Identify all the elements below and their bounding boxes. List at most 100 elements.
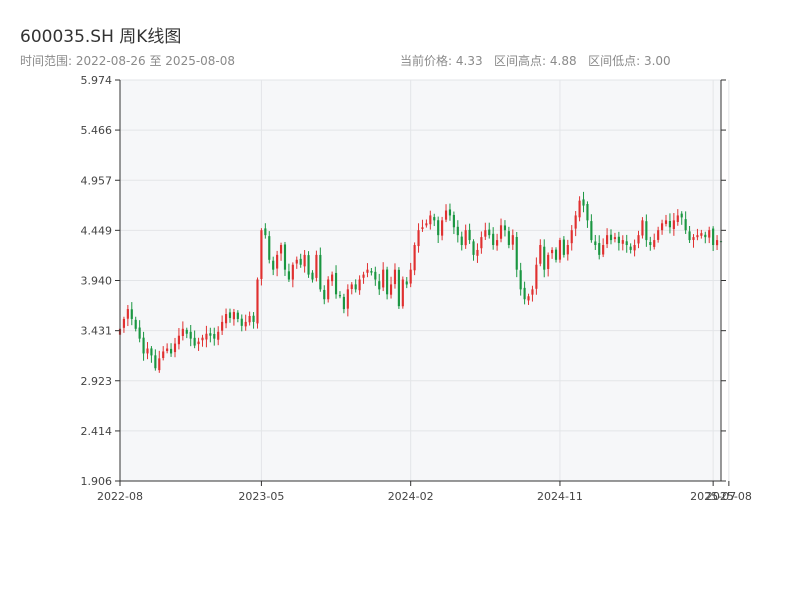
candle xyxy=(319,247,322,292)
candle xyxy=(460,231,463,251)
candle xyxy=(543,239,546,278)
candle-body xyxy=(142,337,145,354)
candle xyxy=(358,275,361,295)
chart-title: 600035.SH 周K线图 xyxy=(20,27,182,47)
candle-body xyxy=(205,333,208,340)
candle-body xyxy=(641,220,644,236)
candle xyxy=(154,349,157,371)
candle-body xyxy=(417,230,420,247)
candle-body xyxy=(649,242,652,246)
x-tick-label: 2024-11 xyxy=(537,490,583,503)
candle xyxy=(456,220,459,243)
candle xyxy=(279,242,283,261)
candle-body xyxy=(350,284,353,289)
candle-body xyxy=(130,309,133,319)
candle-body xyxy=(672,220,675,229)
candle-body xyxy=(448,209,452,216)
candle-body xyxy=(346,289,349,309)
candle-body xyxy=(334,272,338,295)
candle-body xyxy=(279,245,283,254)
candle-body xyxy=(366,269,369,273)
candle-body xyxy=(452,214,455,228)
candle xyxy=(346,284,349,317)
candle xyxy=(700,229,703,239)
candle xyxy=(315,250,318,282)
candle-body xyxy=(668,221,672,228)
candle-body xyxy=(303,254,306,267)
candle xyxy=(166,343,169,354)
candle-body xyxy=(185,329,188,334)
candle xyxy=(236,310,239,323)
candle-body xyxy=(150,348,153,356)
candle xyxy=(189,324,192,347)
candle-body xyxy=(256,279,259,324)
candle xyxy=(197,337,200,351)
candle xyxy=(633,239,636,257)
candle-body xyxy=(433,217,436,221)
current-price-value: 4.33 xyxy=(455,54,483,68)
candle xyxy=(684,211,687,234)
candle-body xyxy=(715,240,719,246)
candle xyxy=(692,234,695,248)
candle xyxy=(429,210,432,230)
candle xyxy=(606,228,609,249)
candle-body xyxy=(338,295,342,297)
range-high-value: 4.88 xyxy=(549,54,577,68)
candle xyxy=(173,337,177,358)
candle xyxy=(256,277,259,329)
y-tick-label: 5.974 xyxy=(81,74,113,87)
x-tick-label: 2022-08 xyxy=(97,490,143,503)
time-range-start: 2022-08-26 xyxy=(75,54,146,68)
candle-body xyxy=(676,215,679,222)
candle-body xyxy=(283,244,287,270)
candle-body xyxy=(268,236,271,260)
candle xyxy=(527,293,530,305)
candle xyxy=(370,267,373,276)
candle xyxy=(523,281,526,305)
candle xyxy=(696,228,699,241)
candle-body xyxy=(543,246,546,270)
candle-body xyxy=(617,236,620,244)
candle-body xyxy=(248,315,251,323)
candle-body xyxy=(193,337,196,346)
candle-body xyxy=(460,236,463,246)
candle xyxy=(217,326,220,346)
candle xyxy=(397,267,400,309)
candle xyxy=(201,334,204,347)
time-range: 时间范围: 2022-08-26 至 2025-08-08 xyxy=(20,52,235,69)
candle-body xyxy=(232,312,235,320)
candle xyxy=(283,241,287,276)
candle-body xyxy=(173,343,177,353)
candle xyxy=(338,291,342,299)
candle xyxy=(676,209,679,226)
candle xyxy=(433,213,436,227)
candle xyxy=(515,231,518,278)
candle xyxy=(205,325,208,348)
candle-body xyxy=(527,296,530,301)
candle xyxy=(228,308,232,323)
candle xyxy=(602,238,605,258)
candle xyxy=(452,211,455,235)
candle xyxy=(185,327,188,339)
candle xyxy=(331,271,334,286)
candle-body xyxy=(700,233,703,236)
candle xyxy=(393,263,397,289)
candle xyxy=(539,239,542,267)
candle xyxy=(264,223,267,239)
candle xyxy=(621,235,624,251)
candle-body xyxy=(444,210,448,220)
candle xyxy=(252,312,255,329)
candle-body xyxy=(696,235,699,238)
current-price-label: 当前价格: xyxy=(400,54,453,68)
x-tick-label: 2023-05 xyxy=(238,490,284,503)
candle-body xyxy=(272,260,275,270)
candle xyxy=(566,239,569,261)
candle-body xyxy=(551,249,554,254)
candle-body xyxy=(122,318,126,328)
candle-body xyxy=(154,355,157,369)
candle-body xyxy=(472,241,475,255)
candle xyxy=(409,262,412,288)
candle-body xyxy=(664,220,668,224)
candle-body xyxy=(228,312,232,318)
